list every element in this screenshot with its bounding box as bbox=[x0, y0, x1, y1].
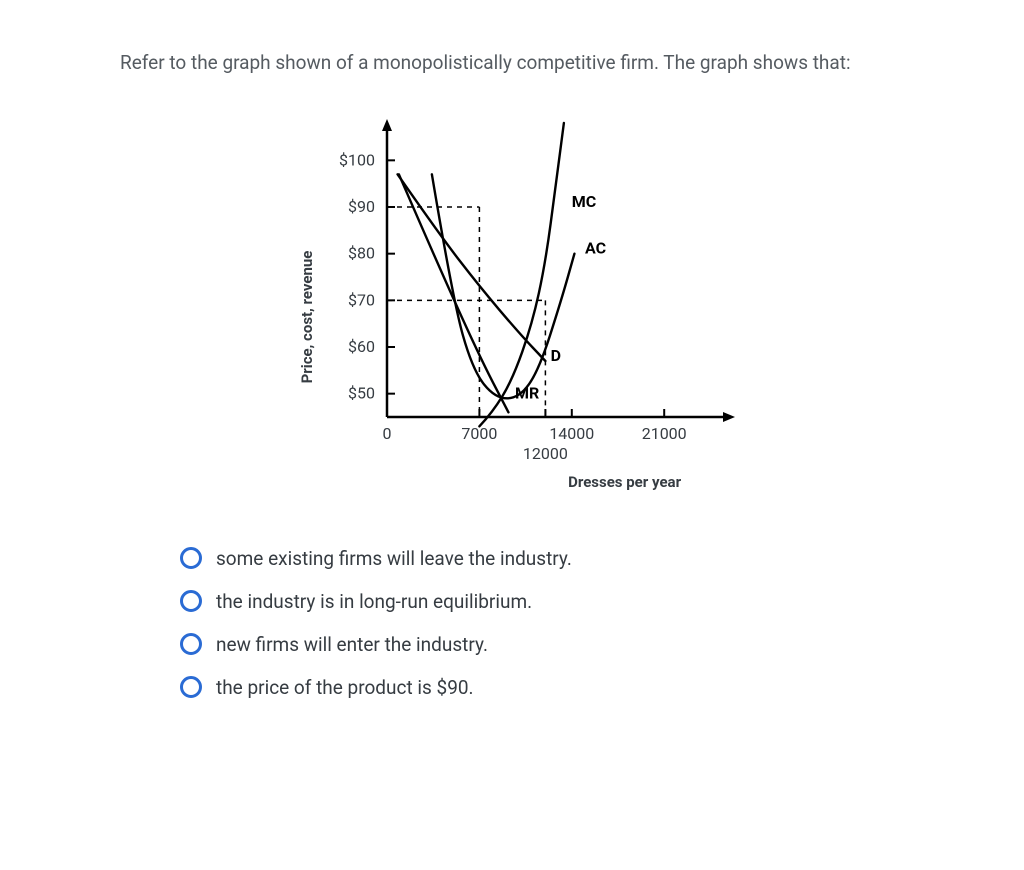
svg-text:Dresses per year: Dresses per year bbox=[568, 473, 681, 491]
radio-icon[interactable] bbox=[180, 633, 202, 655]
answer-option-label: the industry is in long-run equilibrium. bbox=[216, 590, 532, 613]
svg-text:12000: 12000 bbox=[523, 444, 568, 463]
answer-option-2[interactable]: new firms will enter the industry. bbox=[180, 633, 924, 656]
radio-icon[interactable] bbox=[180, 547, 202, 569]
svg-text:14000: 14000 bbox=[549, 424, 594, 443]
svg-text:D: D bbox=[551, 346, 561, 365]
radio-icon[interactable] bbox=[180, 676, 202, 698]
svg-text:$80: $80 bbox=[348, 243, 375, 262]
svg-text:$60: $60 bbox=[348, 337, 375, 356]
svg-text:MC: MC bbox=[572, 192, 596, 211]
question-text: Refer to the graph shown of a monopolist… bbox=[120, 50, 924, 77]
radio-icon[interactable] bbox=[180, 590, 202, 612]
svg-text:$100: $100 bbox=[339, 150, 375, 169]
answer-option-3[interactable]: the price of the product is $90. bbox=[180, 676, 924, 699]
answer-option-0[interactable]: some existing firms will leave the indus… bbox=[180, 547, 924, 570]
svg-text:$50: $50 bbox=[348, 383, 375, 402]
answer-option-label: some existing firms will leave the indus… bbox=[216, 547, 572, 570]
svg-text:0: 0 bbox=[383, 424, 392, 443]
answer-option-1[interactable]: the industry is in long-run equilibrium. bbox=[180, 590, 924, 613]
svg-text:21000: 21000 bbox=[642, 424, 687, 443]
economics-graph: $50$60$70$80$90$10007000140002100012000D… bbox=[277, 97, 767, 517]
answer-option-label: the price of the product is $90. bbox=[216, 676, 474, 699]
answer-options: some existing firms will leave the indus… bbox=[120, 547, 924, 699]
answer-option-label: new firms will enter the industry. bbox=[216, 633, 488, 656]
svg-text:$90: $90 bbox=[348, 197, 375, 216]
svg-text:$70: $70 bbox=[348, 290, 375, 309]
svg-text:Price, cost, revenue: Price, cost, revenue bbox=[298, 250, 316, 383]
svg-text:AC: AC bbox=[585, 238, 606, 257]
